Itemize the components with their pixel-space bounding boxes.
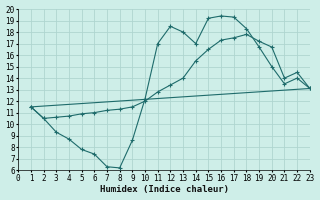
X-axis label: Humidex (Indice chaleur): Humidex (Indice chaleur) bbox=[100, 185, 228, 194]
